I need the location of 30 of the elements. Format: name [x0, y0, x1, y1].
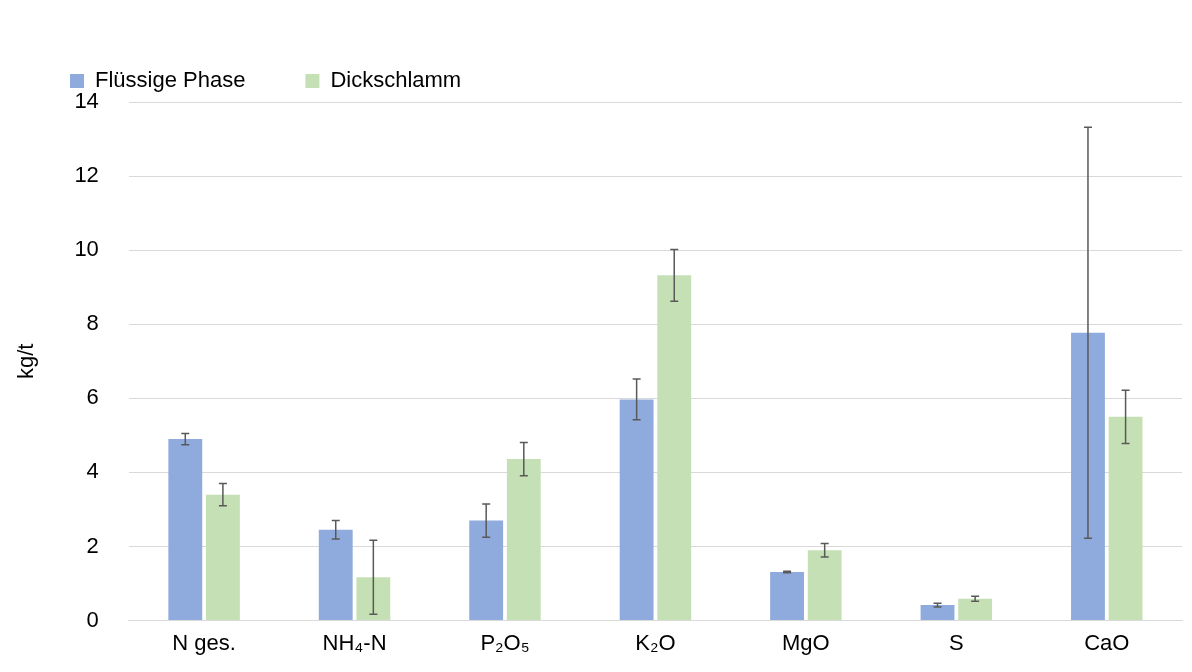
y-tick-label: 10 — [74, 236, 99, 262]
x-tick-label: K₂O — [635, 629, 676, 655]
x-tick-label: CaO — [1084, 629, 1130, 655]
legend-label: Dickschlamm — [330, 67, 462, 93]
bar — [920, 605, 955, 621]
bar — [770, 572, 804, 621]
bar — [1108, 416, 1143, 621]
y-tick-label: 0 — [86, 606, 99, 632]
bar — [506, 459, 541, 621]
y-tick-label: 12 — [74, 162, 99, 188]
bar — [657, 275, 692, 621]
bar — [807, 550, 842, 621]
x-tick-label: N ges. — [172, 629, 236, 655]
y-tick-label: 4 — [86, 458, 99, 484]
bar — [205, 494, 240, 621]
bar — [958, 598, 993, 621]
x-tick-label: NH₄-N — [322, 629, 387, 655]
y-tick-label: 2 — [86, 532, 99, 558]
x-tick-label: MgO — [782, 629, 830, 655]
x-tick-label: P₂O₅ — [480, 629, 530, 655]
bar — [318, 529, 353, 621]
bar — [619, 399, 654, 621]
y-tick-label: 6 — [86, 384, 99, 410]
y-tick-label: 8 — [86, 310, 99, 336]
y-axis-title: kg/t — [13, 343, 39, 380]
bar — [356, 577, 391, 621]
bar — [168, 439, 203, 621]
bar — [469, 520, 504, 621]
x-tick-label: S — [948, 629, 964, 655]
bar — [1071, 332, 1105, 621]
